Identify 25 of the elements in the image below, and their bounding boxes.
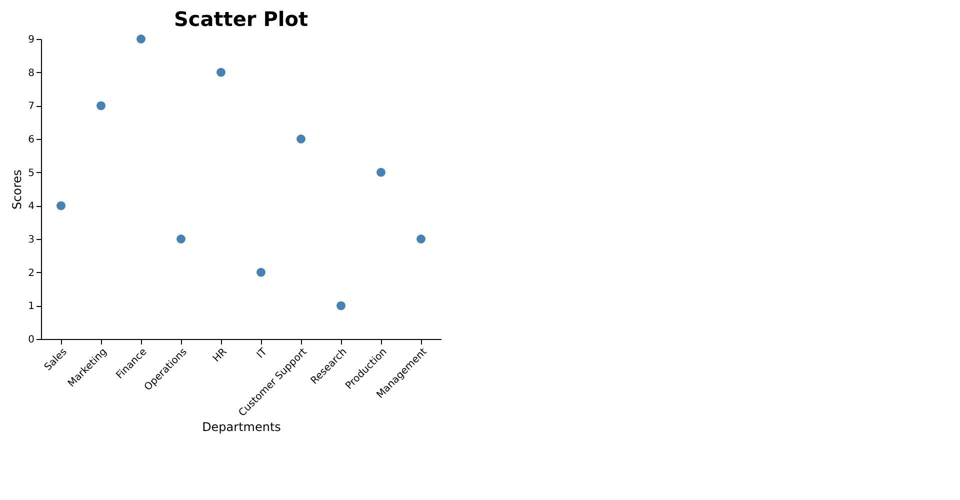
point <box>256 268 266 277</box>
y-tick-label: 5 <box>28 168 34 179</box>
point <box>176 234 186 244</box>
point <box>56 201 66 210</box>
point <box>416 234 426 244</box>
y-tick-label: 9 <box>28 34 34 46</box>
point <box>376 168 386 177</box>
y-tick-label: 4 <box>28 201 34 212</box>
y-tick-label: 0 <box>28 334 34 346</box>
x-axis-title: Departments <box>202 420 281 434</box>
y-tick-label: 3 <box>28 234 34 246</box>
point <box>216 68 226 77</box>
y-tick-label: 8 <box>28 68 34 79</box>
point <box>296 134 306 144</box>
y-tick-label: 7 <box>28 101 34 112</box>
y-tick-label: 1 <box>28 301 34 312</box>
chart-title: Scatter Plot <box>174 7 308 31</box>
x-tick-label: HR <box>211 346 230 365</box>
point <box>96 101 106 110</box>
point <box>336 301 346 310</box>
y-tick-label: 2 <box>28 268 34 279</box>
x-tick-label: IT <box>255 346 270 361</box>
y-axis-title: Scores <box>10 170 24 210</box>
y-tick-label: 6 <box>28 134 34 146</box>
point <box>136 34 146 44</box>
